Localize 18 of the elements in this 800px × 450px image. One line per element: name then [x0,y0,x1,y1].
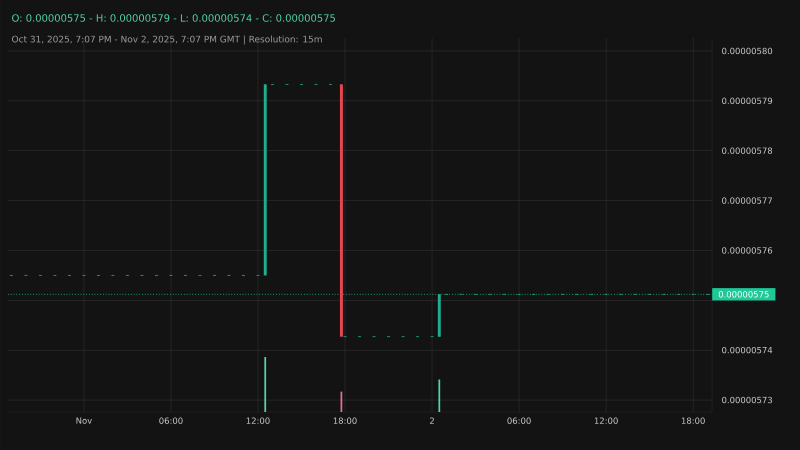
chart-subtitle: O: 0.00000575 - H: 0.00000579 - L: 0.00000574 - C: 0.00000575 [12,14,335,22]
y-tick-label: 0.00000576 [722,247,772,254]
y-tick-label: 0.00000577 [722,197,772,204]
x-tick-label: 06:00 [159,418,183,424]
x-tick-label: 18:00 [682,418,705,424]
ref-line-label: 0.00000575 [718,291,769,298]
y-tick-label: 0.00000579 [722,98,772,104]
y-tick-label: 0.00000573 [722,396,772,404]
y-tick-label: 0.00000580 [722,48,772,54]
x-tick-label: Nov [76,418,92,424]
x-tick-label: 12:00 [594,418,618,424]
x-tick-label: 2 [430,418,434,424]
x-tick-label: 12:00 [246,418,270,424]
annotation: Oct 31, 2025, 7:07 PM - Nov 2, 2025, 7:07 PM GMT | Resolution: 15m [12,36,322,44]
y-tick-label: 0.00000578 [722,147,772,154]
x-tick-label: 06:00 [507,418,531,424]
y-tick-label: 0.00000574 [722,346,772,354]
x-tick-label: 18:00 [334,418,357,424]
